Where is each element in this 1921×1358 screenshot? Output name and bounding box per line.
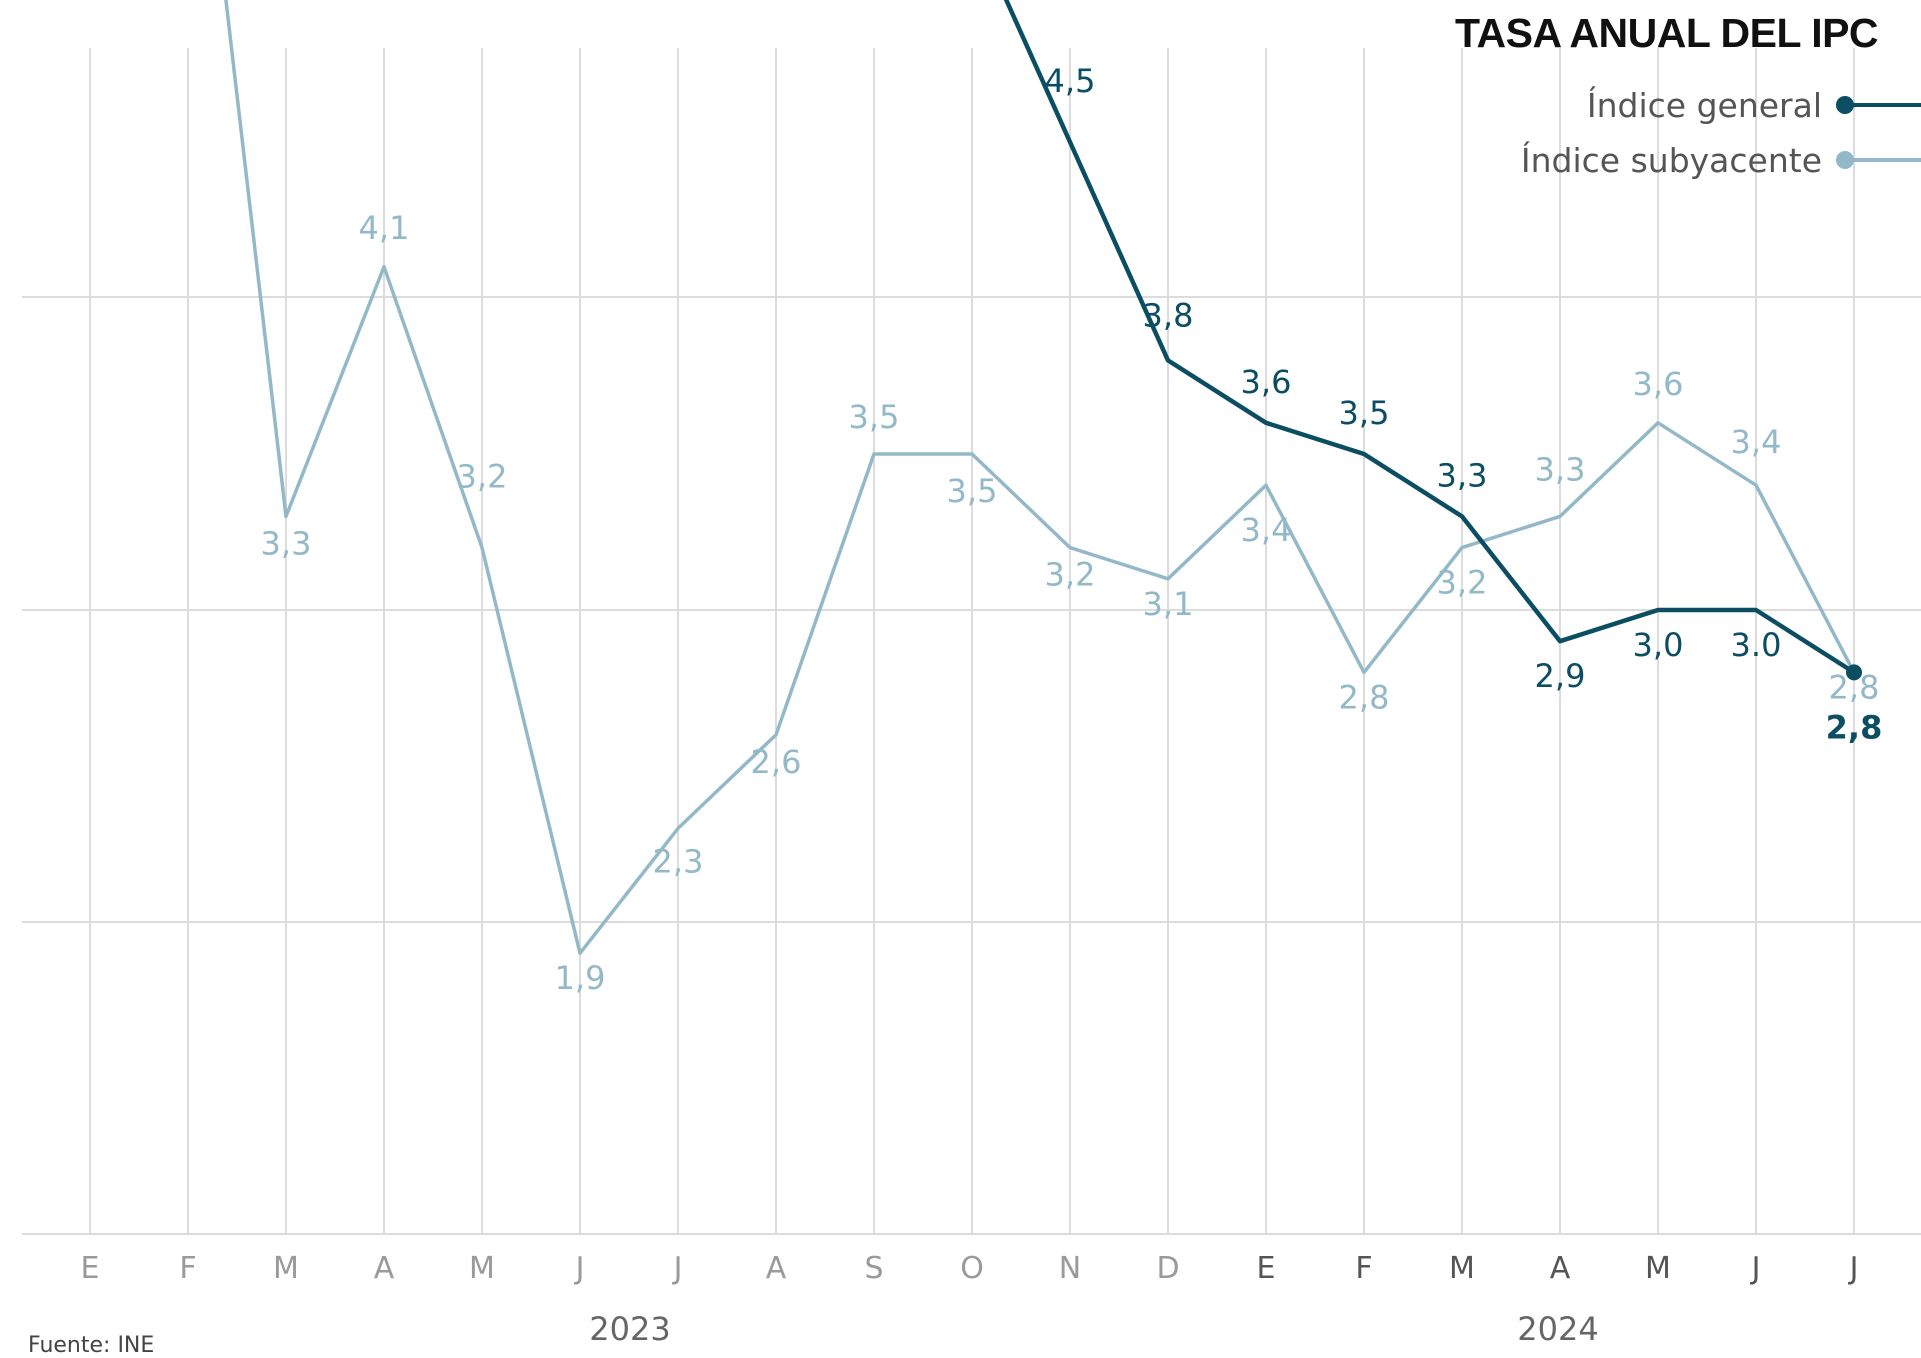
data-label-subyacente: 3,3 [261, 524, 312, 562]
data-label-subyacente: 1,9 [555, 959, 606, 997]
legend-subyacente-label: Índice subyacente [1520, 140, 1822, 180]
chart-title: TASA ANUAL DEL IPC [1455, 10, 1879, 56]
legend-general: Índice general [1587, 85, 1921, 125]
x-tick-label: F [1355, 1251, 1372, 1286]
x-tick-label: J [1750, 1251, 1761, 1286]
data-label-general: 3,6 [1241, 363, 1292, 401]
legend-general-line [1845, 103, 1921, 107]
data-label-general: 3.0 [1731, 626, 1782, 664]
legend-subyacente: Índice subyacente [1521, 140, 1921, 180]
legend-general-dot [1836, 96, 1854, 114]
x-tick-label: M [469, 1251, 495, 1286]
x-tick-label: A [1550, 1251, 1571, 1286]
legend-general-label: Índice general [1586, 85, 1822, 125]
x-tick-label: E [1257, 1251, 1276, 1286]
x-tick-label: A [374, 1251, 395, 1286]
x-tick-label: D [1156, 1251, 1179, 1286]
data-label-subyacente: 3,6 [1633, 365, 1684, 403]
data-label-subyacente: 4,1 [359, 209, 410, 247]
data-label-subyacente: 2,3 [653, 842, 704, 880]
series-line-subyacente [224, 0, 1856, 955]
data-label-subyacente: 3,2 [1045, 556, 1096, 594]
data-label-subyacente: 3,1 [1143, 585, 1194, 623]
x-tick-label: S [864, 1251, 883, 1286]
x-tick-label: J [672, 1251, 683, 1286]
data-label-subyacente: 3,2 [1437, 564, 1488, 602]
data-label-subyacente: 3,4 [1241, 511, 1292, 549]
data-label-subyacente: 2,6 [751, 743, 802, 781]
data-label-subyacente: 3,4 [1731, 423, 1782, 461]
x-tick-label: F [179, 1251, 196, 1286]
data-label-subyacente: 3,5 [947, 472, 998, 510]
legend-general-swatch [1836, 85, 1921, 125]
data-label-general: 4,5 [1045, 62, 1096, 100]
x-tick-label: M [1645, 1251, 1671, 1286]
x-tick-label: M [1449, 1251, 1475, 1286]
point-general-last [1846, 664, 1862, 681]
legend-subyacente-swatch [1836, 140, 1921, 180]
year-label: 2023 [589, 1310, 670, 1348]
data-label-general: 2,9 [1535, 657, 1586, 695]
data-label-subyacente: 3,5 [849, 398, 900, 436]
data-label-subyacente: 2,8 [1339, 678, 1390, 716]
x-tick-label: E [81, 1251, 100, 1286]
x-tick-label: J [1848, 1251, 1859, 1286]
series-line-general [1003, 0, 1857, 675]
x-tick-label: J [574, 1251, 585, 1286]
x-tick-label: N [1059, 1251, 1081, 1286]
x-tick-label: O [960, 1251, 984, 1286]
data-label-subyacente: 3,3 [1535, 450, 1586, 488]
data-label-subyacente: 2,8 [1829, 668, 1880, 706]
data-label-general: 3,8 [1143, 296, 1194, 334]
data-label-general: 3,0 [1633, 626, 1684, 664]
legend-subyacente-line [1845, 158, 1921, 162]
data-label-general: 3,5 [1339, 394, 1390, 432]
year-label: 2024 [1517, 1310, 1598, 1348]
source-note: Fuente: INE [28, 1333, 155, 1358]
x-tick-label: A [766, 1251, 787, 1286]
x-tick-label: M [273, 1251, 299, 1286]
legend-subyacente-dot [1836, 151, 1854, 169]
data-label-subyacente: 3,2 [457, 458, 508, 496]
data-label-general: 3,3 [1437, 456, 1488, 494]
data-label-general: 2,8 [1826, 708, 1883, 746]
